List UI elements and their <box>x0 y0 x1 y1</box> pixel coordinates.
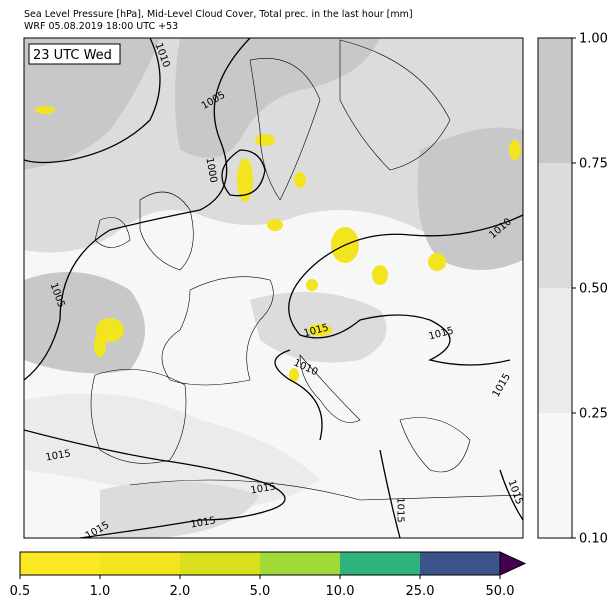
precip-extend <box>499 551 527 576</box>
title-line2: WRF 05.08.2019 18:00 UTC +53 <box>24 21 178 32</box>
precip-tick-label: 0.5 <box>10 584 31 599</box>
coastlines <box>90 39 523 501</box>
time-box <box>28 43 121 65</box>
cloud-tick-label: 0.75 <box>579 157 608 172</box>
precip-colorbar: 0.5 1.0 2.0 5.0 10.0 25.0 50.0 <box>10 551 527 599</box>
precip-tick-label: 50.0 <box>486 584 515 599</box>
precip-band <box>340 552 421 575</box>
contour-label: 1015 <box>250 481 277 496</box>
cloud-tick-label: 1.00 <box>579 32 608 47</box>
isobars <box>24 38 523 538</box>
cloud-band <box>538 288 572 413</box>
precip-tick-label: 10.0 <box>326 584 355 599</box>
cloud-band <box>538 413 572 538</box>
cloud-band <box>538 163 572 288</box>
precip-band <box>260 552 341 575</box>
map-frame <box>23 37 524 539</box>
contour-label: 1015 <box>45 448 72 463</box>
precip-tick-label: 2.0 <box>170 584 191 599</box>
precip-tick-label: 1.0 <box>90 584 111 599</box>
cloud-tick-label: 0.25 <box>579 407 608 422</box>
precip-tick-label: 25.0 <box>406 584 435 599</box>
cloud-band <box>538 38 572 163</box>
precip-band <box>420 552 501 575</box>
precip-band <box>180 552 261 575</box>
precip-band <box>20 552 101 575</box>
cloud-colorbar: 0.10 0.25 0.50 0.75 1.00 <box>537 32 608 547</box>
contour-label: 1015 <box>395 497 406 522</box>
precip-band <box>100 552 181 575</box>
title-line1: Sea Level Pressure [hPa], Mid-Level Clou… <box>24 9 413 20</box>
contour-label: 1015 <box>190 515 217 530</box>
cloud-tick-label: 0.10 <box>579 532 608 547</box>
contour-label: 1000 <box>203 157 218 184</box>
precip-tick-label: 5.0 <box>250 584 271 599</box>
cloud-tick-label: 0.50 <box>579 282 608 297</box>
time-label: 23 UTC Wed <box>33 48 112 63</box>
